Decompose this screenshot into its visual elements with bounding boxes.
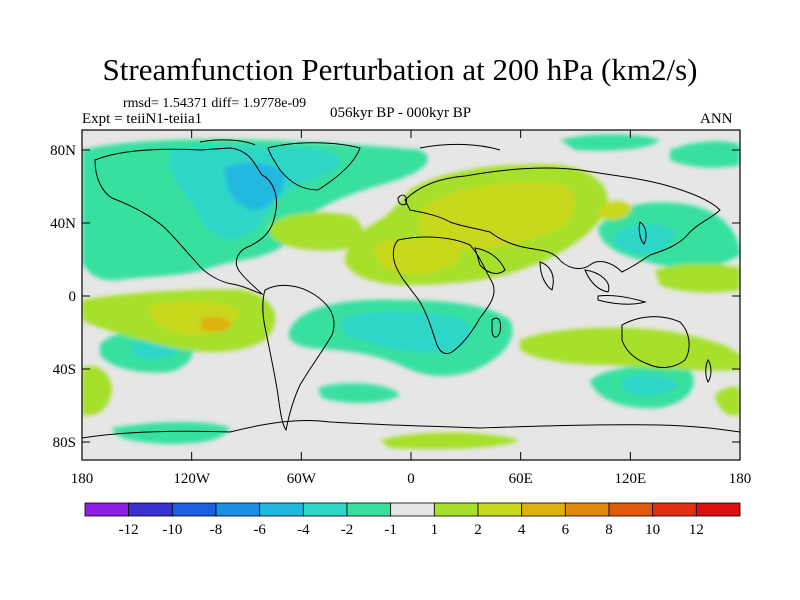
contour-pos1-north-atlantic: [270, 212, 363, 251]
contour-pos1-east-pacific: [655, 263, 740, 293]
colorbar-label: -2: [341, 522, 354, 538]
x-tick-label: 60W: [287, 471, 317, 487]
contour-pos2-eurasia: [418, 182, 576, 251]
y-tick-label: 0: [69, 289, 77, 305]
colorbar-swatch: [346, 502, 392, 517]
colorbar-swatch: [259, 502, 304, 517]
plot-title: Streamfunction Perturbation at 200 hPa (…: [102, 52, 698, 87]
colorbar-swatch: [171, 502, 217, 517]
colorbar-label: 12: [689, 522, 704, 538]
contour-neg1-arctic-east: [670, 141, 740, 168]
coast-south-america: [262, 284, 335, 432]
contour-neg1-southern-band: [112, 422, 230, 444]
colorbar-swatch: [128, 502, 173, 517]
contour-pos1-south-east-edge: [715, 386, 740, 416]
contour-neg1-south-central: [318, 383, 400, 403]
coastlines: [82, 139, 740, 439]
y-tick-label: 40S: [53, 362, 76, 378]
contour-neg1-pacific-west-edge: [82, 194, 113, 252]
contour-pos2-east-asia: [598, 200, 632, 220]
coast-japan: [638, 221, 647, 245]
x-tick-label: 0: [407, 471, 415, 487]
x-tick-label: 120W: [173, 471, 211, 487]
colorbar-swatch: [433, 502, 479, 517]
colorbar-swatch: [390, 502, 435, 517]
colorbar-label: -10: [162, 522, 182, 538]
contour-pos4-south-pacific: [200, 316, 232, 332]
colorbar-label: -4: [297, 522, 310, 538]
season-label: ANN: [700, 111, 733, 127]
x-tick-label: 180: [71, 471, 94, 487]
colorbar-swatch: [695, 502, 741, 517]
coast-arctic-islands: [199, 139, 501, 151]
colorbar-label: -12: [119, 522, 139, 538]
coast-arabia: [474, 247, 506, 274]
y-tick-label: 40N: [50, 216, 76, 232]
contour-pos1-south-atlantic: [82, 366, 112, 416]
y-tick-label: 80N: [50, 143, 76, 159]
colorbar-label: 1: [431, 522, 439, 538]
coast-greenland: [267, 142, 361, 191]
colorbar-label: 6: [562, 522, 570, 538]
stats-label: rmsd= 1.54371 diff= 1.9778e-09: [123, 96, 307, 111]
colorbar-swatch: [521, 502, 566, 517]
axes: 80N 40N 0 40S 80S 180 120W 60W 0 60E 120E 180: [50, 130, 751, 487]
x-tick-label: 180: [729, 471, 752, 487]
contour-neg4-greenland: [225, 163, 285, 210]
coast-new-zealand: [705, 359, 712, 383]
contour-neg2-south-atlantic: [340, 311, 471, 353]
colorbar-swatch: [477, 502, 523, 517]
experiment-label: Expt = teiiN1-teiia1: [82, 111, 203, 127]
colorbar-label: -1: [384, 522, 397, 538]
colorbar-swatch: [564, 502, 610, 517]
contour-neg2-south-indian: [620, 375, 678, 396]
coast-antarctica: [82, 419, 740, 439]
y-tick-label: 80S: [53, 435, 76, 451]
colorbar-label: -6: [253, 522, 266, 538]
coast-british-isles: [397, 194, 407, 206]
colorbar-label: -8: [210, 522, 223, 538]
coast-north-america: [94, 147, 277, 296]
colorbar-swatch: [215, 502, 261, 517]
coast-eurasia: [404, 167, 721, 273]
colorbar-label: 2: [474, 522, 482, 538]
coast-madagascar: [491, 317, 501, 338]
coast-africa: [392, 236, 495, 355]
x-tick-label: 60E: [509, 471, 533, 487]
x-tick-label: 120E: [614, 471, 646, 487]
colorbar-label: 4: [518, 522, 526, 538]
coast-india: [539, 261, 554, 291]
contour-neg1-arctic-mid: [560, 134, 660, 151]
period-label: 056kyr BP - 000kyr BP: [330, 105, 472, 121]
colorbar-label: 10: [645, 522, 660, 538]
coast-southeast-asia: [584, 269, 610, 293]
contour-neg2-west-pacific: [613, 224, 675, 254]
colorbar-swatch: [608, 502, 654, 517]
colorbar: -12 -10 -8 -6 -4 -2 -1 1 2 4 6 8 10 12: [84, 502, 741, 538]
colorbar-swatch: [302, 502, 348, 517]
colorbar-label: 8: [605, 522, 613, 538]
contour-pos1-south-band: [380, 432, 520, 450]
coast-australia: [621, 316, 690, 368]
colorbar-swatch: [652, 502, 697, 517]
coast-indonesia: [597, 295, 647, 305]
colorbar-swatch: [84, 502, 130, 517]
